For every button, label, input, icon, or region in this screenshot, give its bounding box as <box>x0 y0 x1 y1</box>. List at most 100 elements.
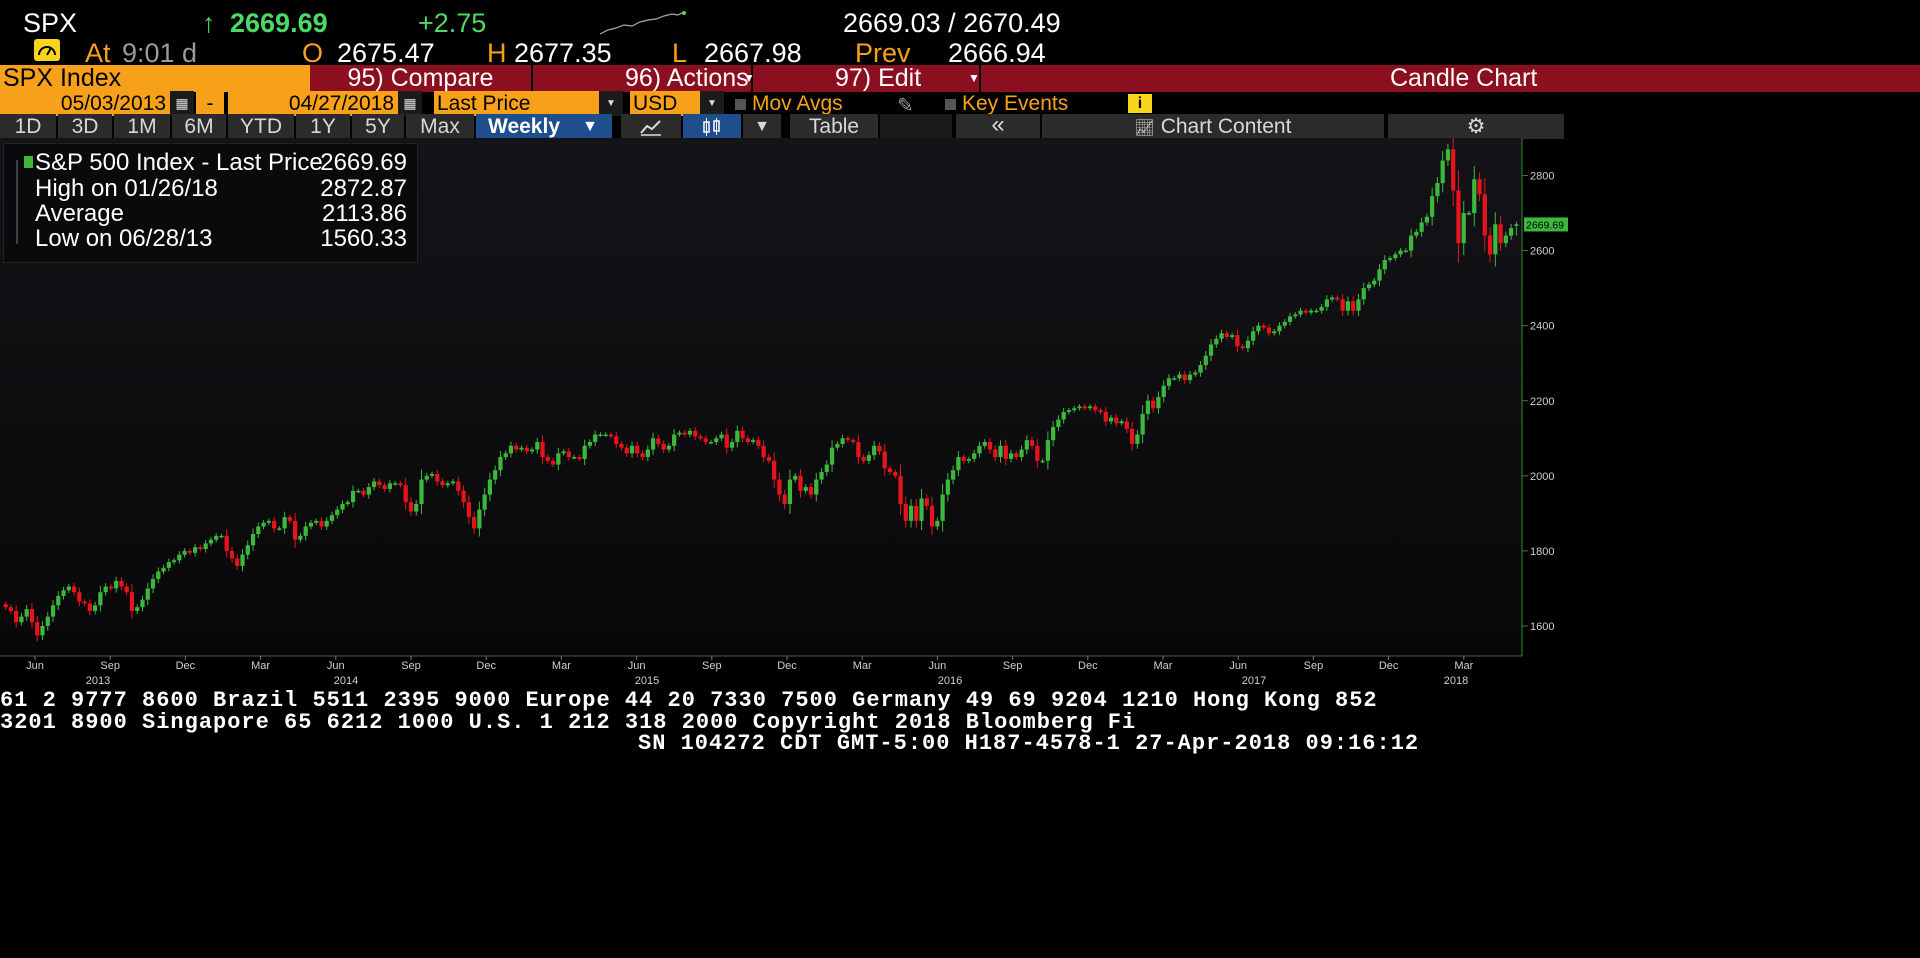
candle[interactable] <box>377 481 382 486</box>
candle[interactable] <box>1424 216 1429 223</box>
candle[interactable] <box>608 434 614 437</box>
candle[interactable] <box>861 457 866 461</box>
candle[interactable] <box>877 445 882 452</box>
candle[interactable] <box>82 601 87 604</box>
candle[interactable] <box>682 432 687 435</box>
candle[interactable] <box>356 490 361 493</box>
candle[interactable] <box>1303 310 1308 313</box>
candle[interactable] <box>687 430 693 435</box>
candle[interactable] <box>198 547 203 550</box>
candle[interactable] <box>282 517 287 529</box>
frequency-select[interactable]: Weekly ▼ <box>476 114 612 139</box>
candle[interactable] <box>635 445 640 454</box>
candle[interactable] <box>935 520 940 527</box>
candle[interactable] <box>1072 408 1077 411</box>
candle[interactable] <box>1298 310 1303 315</box>
candle[interactable] <box>1214 338 1219 345</box>
candle[interactable] <box>87 603 92 611</box>
candle[interactable] <box>977 445 982 454</box>
candle[interactable] <box>214 535 219 540</box>
candle[interactable] <box>403 485 408 503</box>
candle[interactable] <box>740 430 745 439</box>
candle[interactable] <box>956 457 961 471</box>
candle[interactable] <box>1193 372 1198 375</box>
candle[interactable] <box>450 481 456 484</box>
candle[interactable] <box>577 457 582 459</box>
candle[interactable] <box>898 475 903 504</box>
candle[interactable] <box>1403 250 1408 253</box>
candle[interactable] <box>987 442 993 450</box>
table-button[interactable]: Table <box>790 114 878 139</box>
candle[interactable] <box>1503 235 1508 244</box>
candle[interactable] <box>1477 179 1482 195</box>
candle[interactable] <box>287 517 292 521</box>
candle[interactable] <box>829 447 835 465</box>
candle[interactable] <box>672 434 677 446</box>
candle[interactable] <box>187 550 192 553</box>
candle[interactable] <box>498 457 503 471</box>
chart-style-caret-icon[interactable]: ▼ <box>743 114 781 139</box>
candle[interactable] <box>1208 344 1214 356</box>
candle[interactable] <box>472 517 477 529</box>
candle[interactable] <box>1451 149 1456 191</box>
candle[interactable] <box>1366 284 1372 289</box>
candle[interactable] <box>156 571 161 580</box>
candle[interactable] <box>382 485 387 489</box>
candle[interactable] <box>919 498 924 521</box>
candle[interactable] <box>777 479 782 495</box>
candle[interactable] <box>466 502 471 518</box>
candle[interactable] <box>772 460 777 480</box>
candle[interactable] <box>656 438 661 444</box>
candle[interactable] <box>135 607 140 611</box>
mov-avgs-checkbox[interactable]: Mov Avgs <box>735 91 843 117</box>
candle[interactable] <box>677 432 682 435</box>
candle[interactable] <box>366 487 371 495</box>
candle[interactable] <box>50 605 56 617</box>
candle[interactable] <box>650 438 656 450</box>
calendar-icon[interactable]: ▦ <box>170 91 194 116</box>
candle[interactable] <box>593 434 598 443</box>
candle[interactable] <box>66 586 71 591</box>
candle[interactable] <box>703 438 708 443</box>
candle[interactable] <box>708 442 714 444</box>
candle[interactable] <box>724 434 729 448</box>
candle[interactable] <box>419 479 424 504</box>
candle[interactable] <box>1419 222 1424 232</box>
candle[interactable] <box>714 438 719 443</box>
candle[interactable] <box>1356 299 1361 311</box>
candle[interactable] <box>972 453 977 459</box>
candle[interactable] <box>219 535 224 538</box>
candle[interactable] <box>661 443 666 450</box>
candle[interactable] <box>545 457 550 461</box>
candle[interactable] <box>719 434 724 439</box>
candle[interactable] <box>561 451 566 454</box>
candle[interactable] <box>756 440 761 446</box>
candle[interactable] <box>735 430 740 443</box>
candle[interactable] <box>140 599 145 608</box>
candle[interactable] <box>166 562 171 568</box>
candle[interactable] <box>1330 297 1335 300</box>
candle[interactable] <box>914 505 919 521</box>
candle[interactable] <box>566 451 571 458</box>
candle[interactable] <box>782 494 787 504</box>
candle[interactable] <box>750 440 756 443</box>
candle[interactable] <box>1514 224 1519 226</box>
candle[interactable] <box>250 534 256 546</box>
candle[interactable] <box>624 447 629 454</box>
candle[interactable] <box>1361 288 1366 300</box>
candle[interactable] <box>1351 301 1356 311</box>
candle[interactable] <box>766 457 772 461</box>
candle[interactable] <box>1161 385 1166 397</box>
candle[interactable] <box>835 443 840 448</box>
candle[interactable] <box>903 503 908 521</box>
candle[interactable] <box>1240 346 1245 349</box>
candle[interactable] <box>908 505 914 521</box>
candle[interactable] <box>529 449 535 452</box>
candle[interactable] <box>1135 434 1140 444</box>
candle[interactable] <box>1082 406 1087 409</box>
candle[interactable] <box>314 520 319 523</box>
candle[interactable] <box>293 520 298 540</box>
candle[interactable] <box>424 475 429 480</box>
candle[interactable] <box>540 442 545 458</box>
candle[interactable] <box>271 520 277 529</box>
